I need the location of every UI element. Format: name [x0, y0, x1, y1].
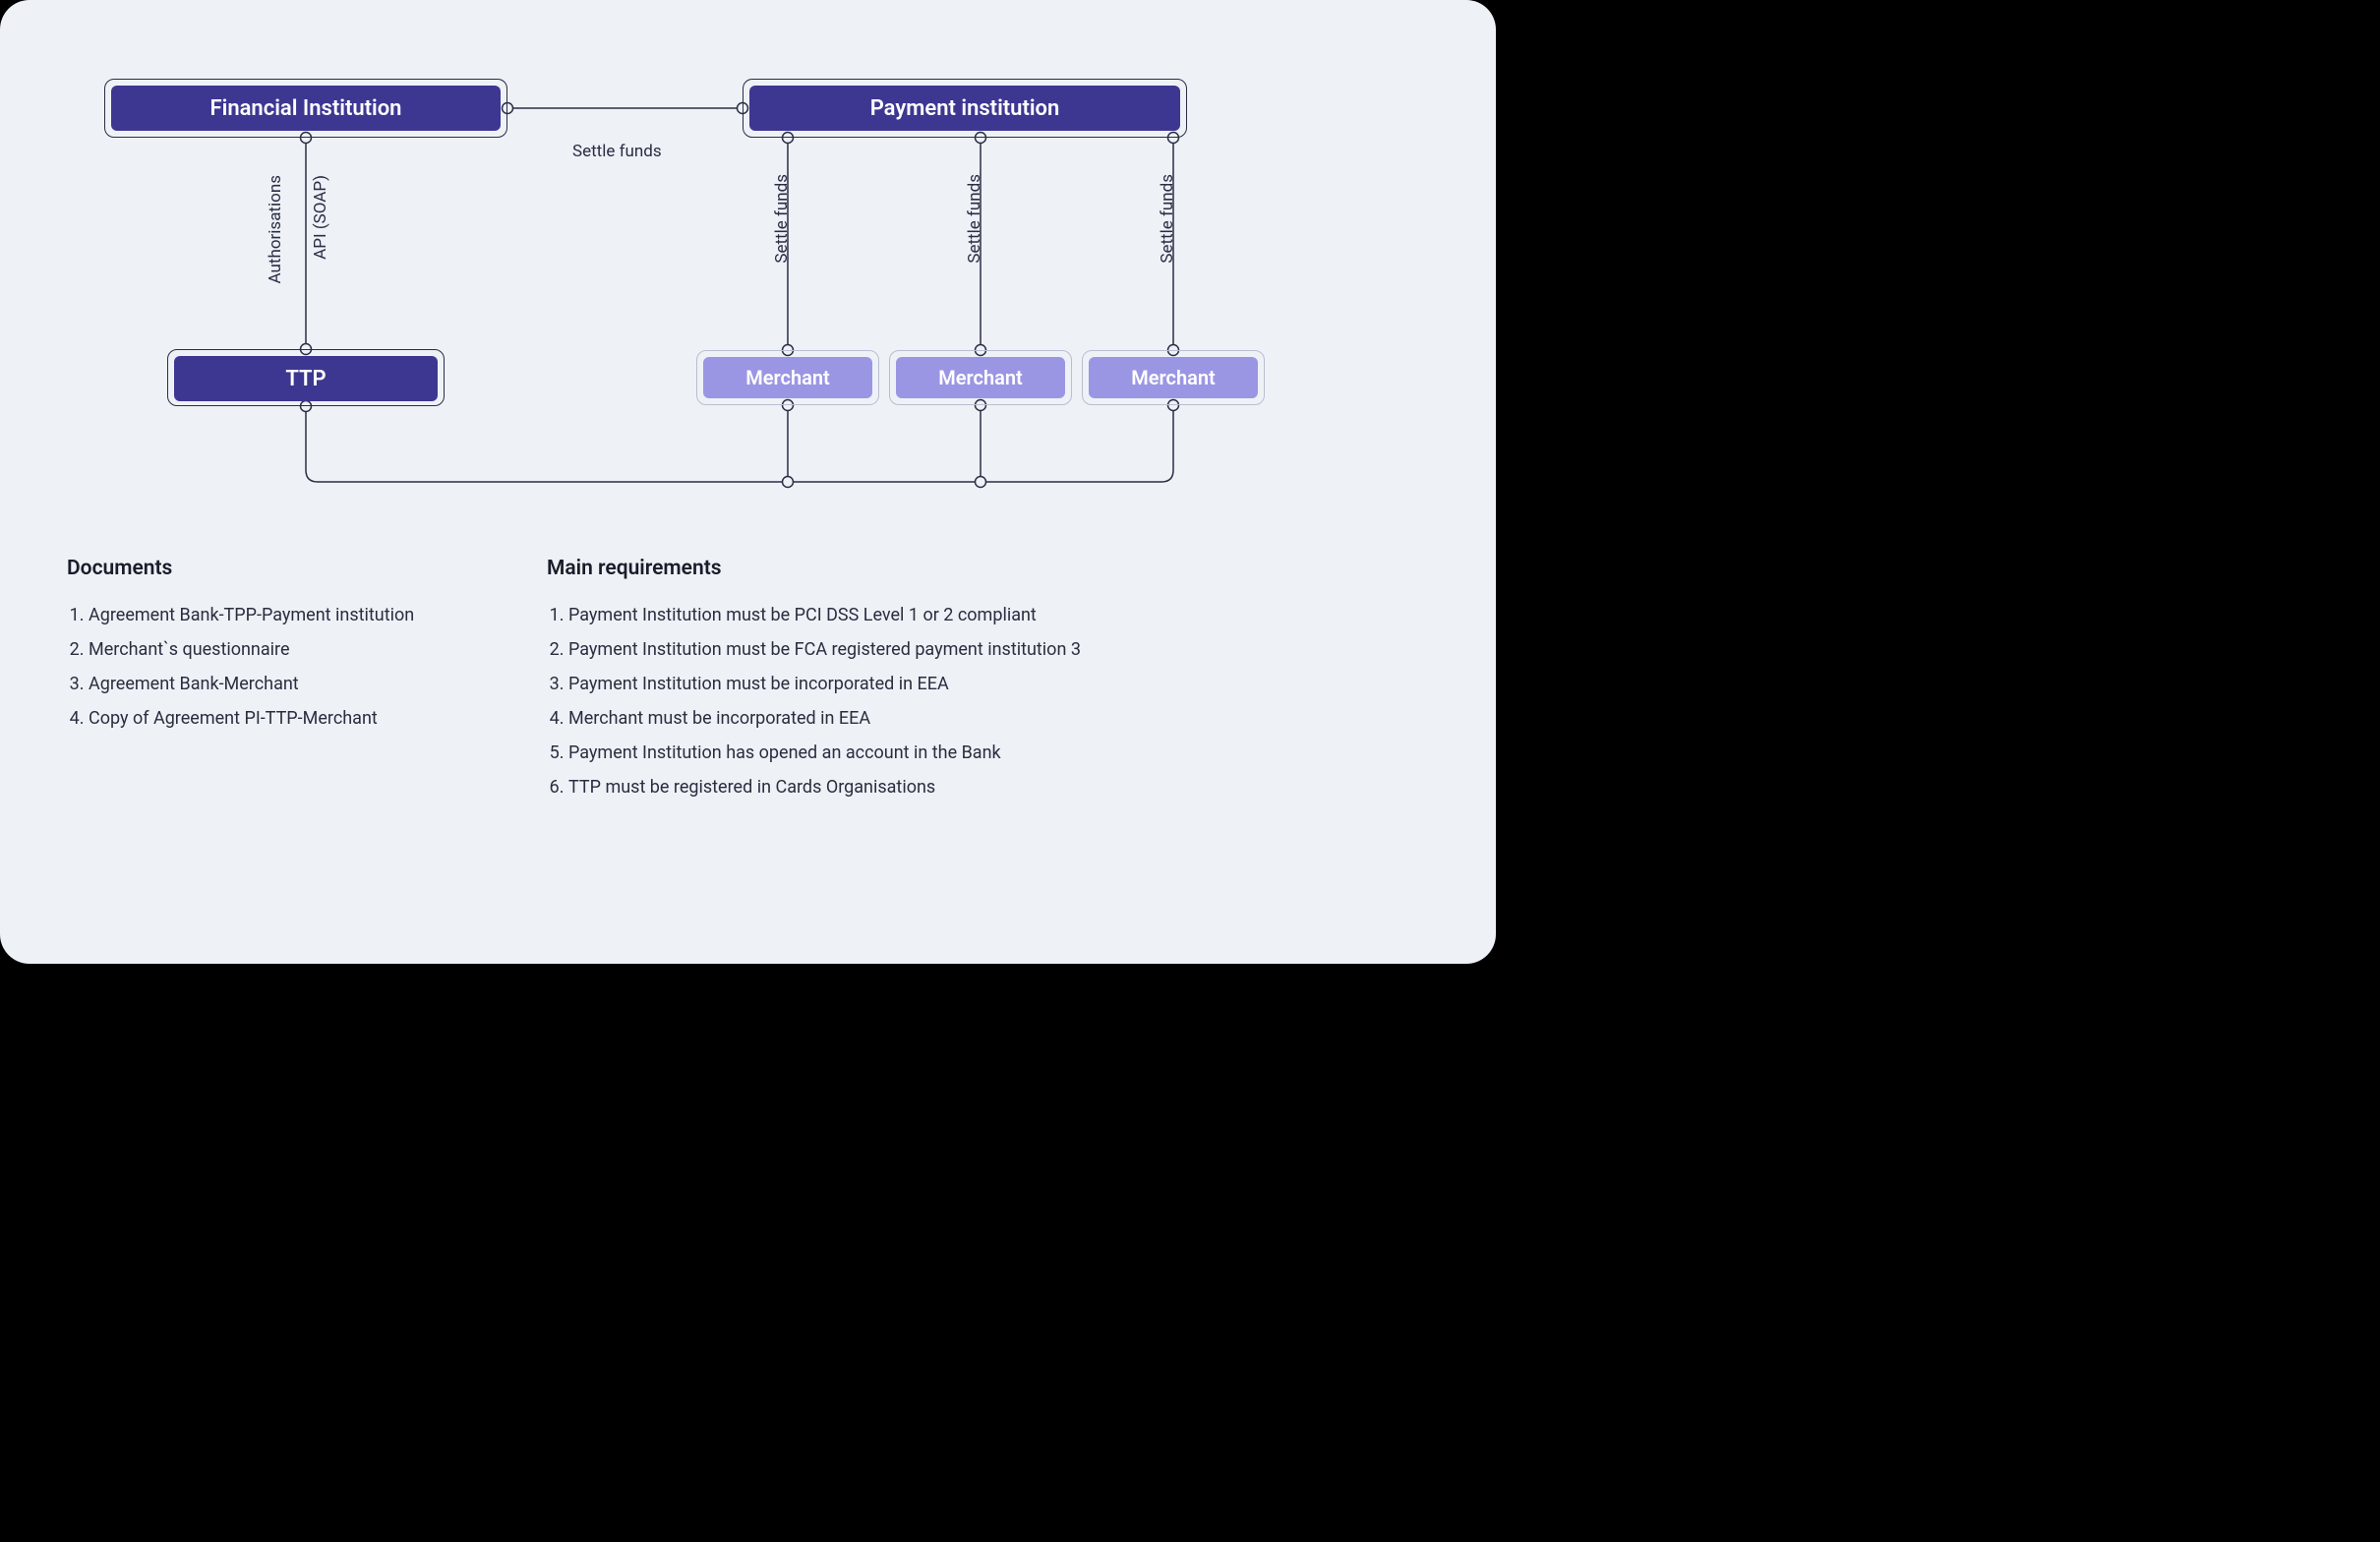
section-documents-title: Documents [67, 557, 500, 580]
diagram-canvas: Financial Institution Payment institutio… [0, 0, 1496, 964]
edge-label-pi-m1: Settle funds [772, 174, 792, 264]
node-merchant-1-label: Merchant [703, 357, 872, 398]
node-financial-institution-label: Financial Institution [111, 86, 501, 131]
section-documents: Documents Agreement Bank-TPP-Payment ins… [67, 557, 500, 736]
list-item: Payment Institution must be PCI DSS Leve… [568, 598, 1235, 632]
node-merchant-3: Merchant [1082, 350, 1265, 405]
node-merchant-3-label: Merchant [1089, 357, 1258, 398]
list-item: Payment Institution must be incorporated… [568, 667, 1235, 701]
node-merchant-1: Merchant [696, 350, 879, 405]
connector-layer [0, 0, 1496, 964]
diagram-area: Financial Institution Payment institutio… [0, 0, 1496, 964]
node-payment-institution: Payment institution [743, 79, 1187, 138]
node-merchant-2-label: Merchant [896, 357, 1065, 398]
list-item: Copy of Agreement PI-TTP-Merchant [89, 701, 500, 736]
list-item: Agreement Bank-Merchant [89, 667, 500, 701]
requirements-list: Payment Institution must be PCI DSS Leve… [547, 598, 1235, 805]
list-item: Payment Institution must be FCA register… [568, 632, 1235, 667]
node-ttp-label: TTP [174, 356, 438, 401]
node-merchant-2: Merchant [889, 350, 1072, 405]
node-financial-institution: Financial Institution [104, 79, 507, 138]
edge-label-pi-m3: Settle funds [1158, 174, 1177, 264]
documents-list: Agreement Bank-TPP-Payment institutionMe… [67, 598, 500, 736]
node-ttp: TTP [167, 349, 445, 406]
list-item: Agreement Bank-TPP-Payment institution [89, 598, 500, 632]
edge-label-fi-ttp-auth: Authorisations [266, 175, 285, 283]
list-item: Payment Institution has opened an accoun… [568, 736, 1235, 770]
edge-label-fi-ttp-api: API (SOAP) [311, 175, 330, 260]
edge-label-fi-pi: Settle funds [572, 142, 662, 161]
list-item: Merchant`s questionnaire [89, 632, 500, 667]
section-requirements: Main requirements Payment Institution mu… [547, 557, 1235, 805]
node-payment-institution-label: Payment institution [749, 86, 1180, 131]
list-item: TTP must be registered in Cards Organisa… [568, 770, 1235, 804]
edge-label-pi-m2: Settle funds [965, 174, 984, 264]
list-item: Merchant must be incorporated in EEA [568, 701, 1235, 736]
section-requirements-title: Main requirements [547, 557, 1235, 580]
